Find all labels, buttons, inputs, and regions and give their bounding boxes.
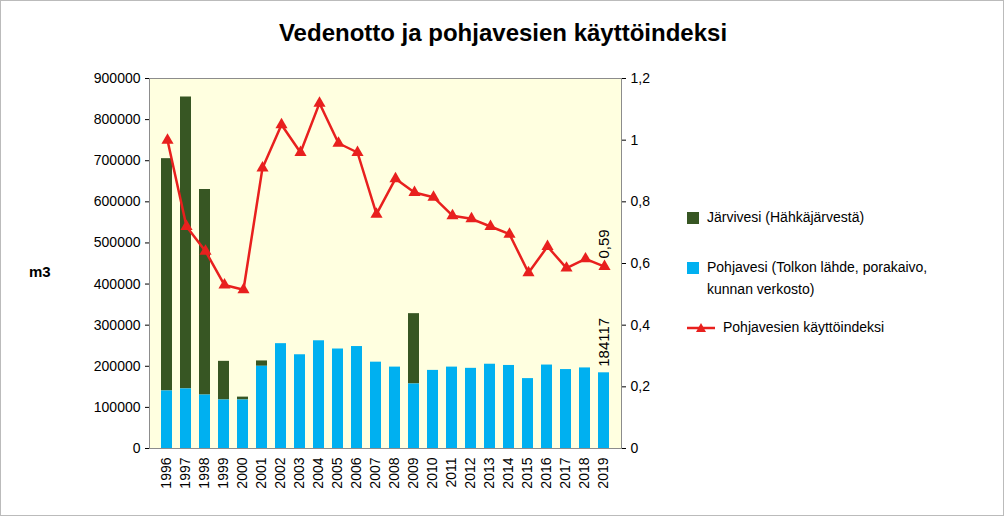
- svg-text:0,2: 0,2: [631, 378, 651, 394]
- svg-text:0,59: 0,59: [595, 229, 612, 258]
- svg-text:2001: 2001: [253, 457, 269, 488]
- svg-text:0: 0: [133, 440, 141, 456]
- svg-text:2013: 2013: [481, 457, 497, 488]
- svg-text:900000: 900000: [94, 70, 141, 86]
- svg-text:1996: 1996: [158, 457, 174, 488]
- svg-text:2009: 2009: [405, 457, 421, 488]
- svg-text:0,8: 0,8: [631, 193, 651, 209]
- svg-text:0: 0: [631, 440, 639, 456]
- svg-text:2006: 2006: [348, 457, 364, 488]
- svg-text:2002: 2002: [272, 457, 288, 488]
- svg-text:2016: 2016: [538, 457, 554, 488]
- svg-text:2012: 2012: [462, 457, 478, 488]
- html-text:Järvivesi (Hähkäjärvestä): Järvivesi (Hähkäjärvestä): [707, 209, 865, 225]
- html-text:Vedenotto ja pohjavesien käytt: Vedenotto ja pohjavesien käyttöindeksi: [278, 19, 728, 46]
- svg-text:2019: 2019: [595, 457, 611, 488]
- svg-text:184117: 184117: [595, 318, 612, 367]
- html-text:Pohjavesien käyttöindeksi: Pohjavesien käyttöindeksi: [723, 319, 885, 335]
- svg-text:1: 1: [631, 132, 639, 148]
- svg-text:0,4: 0,4: [631, 317, 651, 333]
- svg-text:2007: 2007: [367, 457, 383, 488]
- svg-text:1999: 1999: [215, 457, 231, 488]
- svg-text:2005: 2005: [329, 457, 345, 488]
- svg-text:2004: 2004: [310, 457, 326, 488]
- svg-text:600000: 600000: [94, 193, 141, 209]
- svg-text:300000: 300000: [94, 317, 141, 333]
- svg-text:2000: 2000: [234, 457, 250, 488]
- svg-text:1998: 1998: [196, 457, 212, 488]
- svg-text:1997: 1997: [177, 457, 193, 488]
- svg-text:2017: 2017: [557, 457, 573, 488]
- svg-text:1,2: 1,2: [631, 70, 651, 86]
- svg-text:2014: 2014: [500, 457, 516, 488]
- svg-text:100000: 100000: [94, 399, 141, 415]
- svg-text:500000: 500000: [94, 234, 141, 250]
- svg-text:2015: 2015: [519, 457, 535, 488]
- svg-text:2008: 2008: [386, 457, 402, 488]
- svg-text:800000: 800000: [94, 111, 141, 127]
- svg-text:2018: 2018: [576, 457, 592, 488]
- html-text:Pohjavesi (Tolkon lähde, porak: Pohjavesi (Tolkon lähde, porakaivo, kunn…: [707, 259, 928, 297]
- svg-text:2003: 2003: [291, 457, 307, 488]
- svg-text:0,6: 0,6: [631, 255, 651, 271]
- svg-text:2011: 2011: [443, 457, 459, 487]
- svg-text:200000: 200000: [94, 358, 141, 374]
- svg-text:2010: 2010: [424, 457, 440, 488]
- html-text:m3: m3: [29, 263, 51, 280]
- svg-text:700000: 700000: [94, 152, 141, 168]
- svg-text:400000: 400000: [94, 276, 141, 292]
